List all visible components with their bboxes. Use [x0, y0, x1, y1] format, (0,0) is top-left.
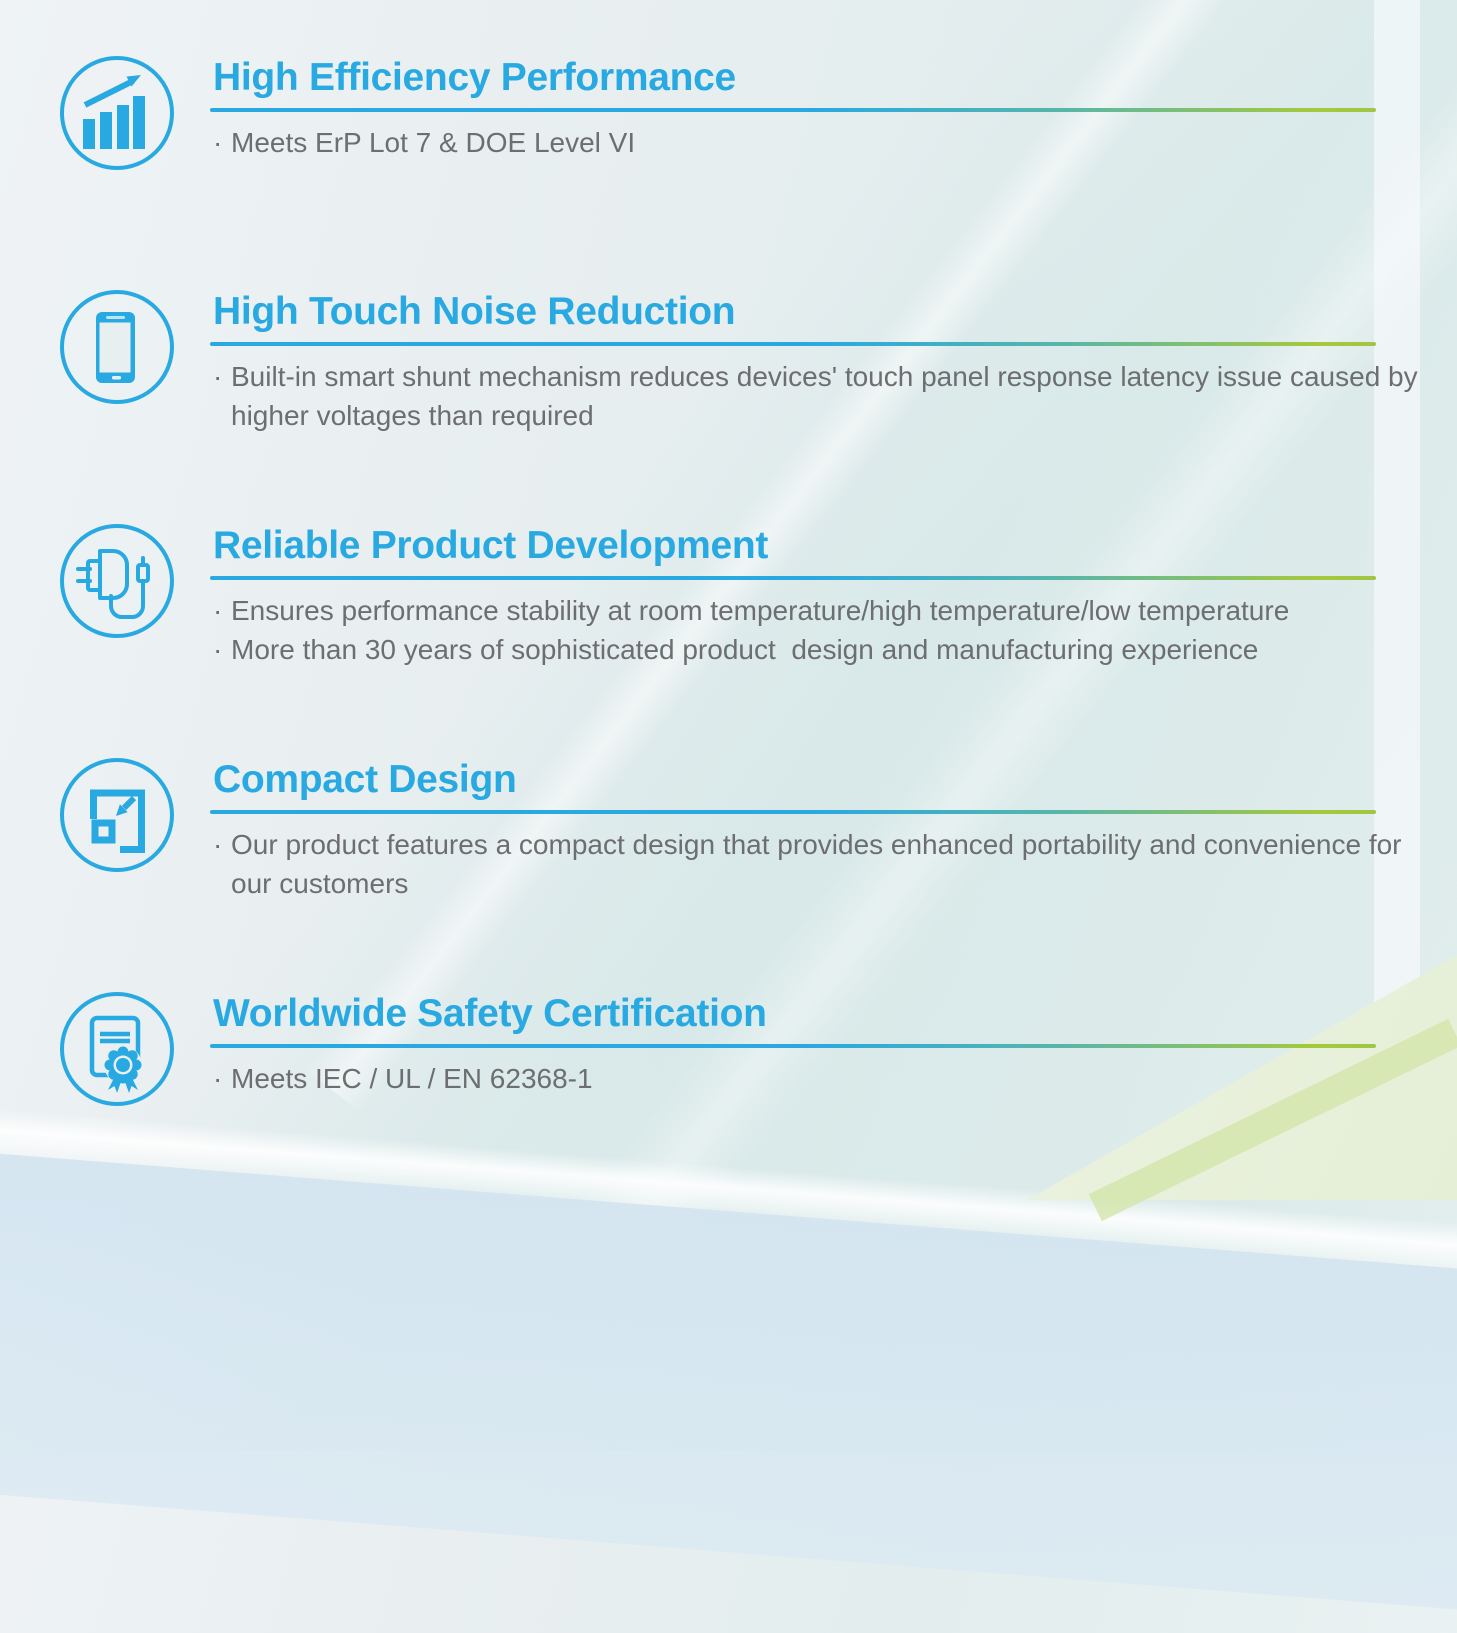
bullet-item: · Meets ErP Lot 7 & DOE Level VI — [213, 123, 1423, 162]
bullet-marker: · — [213, 595, 223, 626]
feature-section-compact-design: Compact Design · Our product features a c… — [0, 756, 1457, 990]
feature-section-high-touch-noise-reduction: High Touch Noise Reduction · Built-in sma… — [0, 288, 1457, 522]
feature-section-reliable-product-development: Reliable Product Development · Ensures pe… — [0, 522, 1457, 756]
section-bullets: · Meets IEC / UL / EN 62368-1 — [213, 1059, 1423, 1098]
bullet-item: · Ensures performance stability at room t… — [213, 591, 1423, 630]
section-title: High Touch Noise Reduction — [213, 290, 736, 333]
bullet-marker: · — [213, 1063, 223, 1094]
feature-section-high-efficiency-performance: High Efficiency Performance · Meets ErP L… — [0, 54, 1457, 288]
bullet-marker: · — [213, 361, 223, 392]
bullet-text: Built-in smart shunt mechanism reduces d… — [231, 361, 1426, 431]
section-title: Worldwide Safety Certification — [213, 992, 767, 1035]
bullet-text: More than 30 years of sophisticated prod… — [231, 634, 1259, 665]
bullet-marker: · — [213, 634, 223, 665]
section-title: Compact Design — [213, 758, 517, 801]
section-bullets: · Built-in smart shunt mechanism reduces … — [213, 357, 1423, 435]
section-bullets: · Our product features a compact design t… — [213, 825, 1423, 903]
bullet-text: Meets IEC / UL / EN 62368-1 — [231, 1063, 593, 1094]
bullet-text: Ensures performance stability at room te… — [231, 595, 1290, 626]
section-divider-line — [210, 108, 1376, 112]
bullet-text: Our product features a compact design th… — [231, 829, 1410, 899]
section-title: High Efficiency Performance — [213, 56, 736, 99]
bullet-item: · Meets IEC / UL / EN 62368-1 — [213, 1059, 1423, 1098]
bullet-item: · Built-in smart shunt mechanism reduces … — [213, 357, 1423, 435]
section-divider-line — [210, 810, 1376, 814]
bar-chart-rise-icon — [58, 54, 176, 172]
section-bullets: · Ensures performance stability at room t… — [213, 591, 1423, 669]
shrink-arrow-icon — [58, 756, 176, 874]
section-divider-line — [210, 576, 1376, 580]
feature-section-worldwide-safety-certification: Worldwide Safety Certification · Meets IE… — [0, 990, 1457, 1224]
bullet-item: · More than 30 years of sophisticated pro… — [213, 630, 1423, 669]
power-adapter-icon — [58, 522, 176, 640]
section-divider-line — [210, 1044, 1376, 1048]
bullet-marker: · — [213, 829, 223, 860]
bullet-marker: · — [213, 127, 223, 158]
bullet-text: Meets ErP Lot 7 & DOE Level VI — [231, 127, 636, 158]
section-divider-line — [210, 342, 1376, 346]
certificate-icon — [58, 990, 176, 1108]
section-title: Reliable Product Development — [213, 524, 769, 567]
section-bullets: · Meets ErP Lot 7 & DOE Level VI — [213, 123, 1423, 162]
smartphone-icon — [58, 288, 176, 406]
bullet-item: · Our product features a compact design t… — [213, 825, 1423, 903]
